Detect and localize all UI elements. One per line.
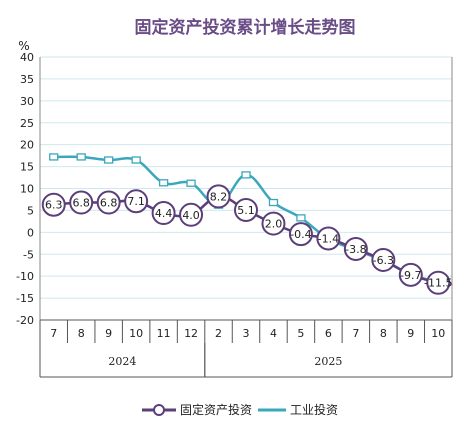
data-label-fixed-asset: -9.7	[400, 269, 421, 282]
x-tick-label: 6	[325, 327, 332, 340]
y-axis: -20 -15 -10 -5 0 5 10 15 20 25 30 35 40	[16, 51, 41, 327]
series-markers: 6.3 6.8 6.8 7.14.4 4.08.25.12.0-0.4 -1.4-3.8-…	[41, 153, 453, 295]
data-label-fixed-asset: 2.0	[265, 218, 283, 231]
marker-fixed-asset	[316, 226, 341, 251]
marker-fixed-asset	[261, 211, 286, 236]
y-tick-label: 25	[20, 117, 34, 130]
y-tick-label: -10	[16, 270, 34, 283]
x-tick-label: 3	[243, 327, 250, 340]
marker-industrial	[241, 171, 251, 179]
marker-fixed-asset	[151, 201, 176, 226]
x-tick-label: 4	[270, 327, 277, 340]
x-tick-label: 10	[129, 327, 143, 340]
x-tick-label: 8	[78, 327, 85, 340]
y-axis-unit: %	[18, 39, 29, 53]
data-label-fixed-asset: 5.1	[237, 204, 255, 217]
y-tick-label: 0	[27, 226, 34, 239]
x-tick-label: 2	[215, 327, 222, 340]
data-label-fixed-asset: -0.4	[290, 228, 311, 241]
x-tick-label: 12	[184, 327, 198, 340]
marker-fixed-asset	[234, 197, 258, 222]
data-label-fixed-asset: -1.4	[318, 232, 339, 245]
x-tick-label: 7	[352, 327, 359, 340]
y-tick-label: 40	[20, 51, 34, 64]
y-tick-label: -15	[16, 292, 34, 305]
y-tick-label: 20	[20, 139, 34, 152]
x-tick-label: 9	[407, 327, 414, 340]
y-tick-label: 15	[20, 161, 34, 174]
marker-fixed-asset	[206, 184, 231, 209]
data-label-fixed-asset: 7.1	[127, 195, 145, 208]
y-tick-label: -20	[16, 314, 34, 327]
legend-label-industrial: 工业投资	[290, 402, 338, 417]
marker-industrial	[268, 198, 279, 207]
marker-fixed-asset	[179, 202, 204, 227]
marker-industrial	[158, 179, 169, 187]
x-tick-label: 7	[50, 327, 57, 340]
data-label-fixed-asset: 4.0	[182, 209, 200, 222]
x-tick-label: 5	[297, 327, 304, 340]
marker-fixed-asset	[398, 262, 423, 287]
x-axis: 7 8 9 10 11 12 2 3 4 5 6 7 8 9 10 2024 2025	[39, 57, 453, 378]
data-label-fixed-asset: -11.5	[424, 277, 452, 290]
legend-marker-fixed-asset	[153, 404, 165, 416]
marker-fixed-asset	[426, 270, 451, 295]
marker-industrial	[131, 156, 141, 164]
data-label-fixed-asset: 6.3	[45, 199, 63, 212]
legend: 固定资产投资 工业投资	[142, 402, 338, 417]
y-tick-label: -5	[23, 248, 34, 261]
data-label-fixed-asset: 4.4	[155, 207, 173, 220]
marker-fixed-asset	[343, 236, 368, 261]
marker-fixed-asset	[288, 222, 313, 247]
y-tick-label: 10	[20, 183, 34, 196]
x-tick-label: 9	[105, 327, 112, 340]
data-label-fixed-asset: 8.2	[210, 190, 228, 203]
year-label: 2025	[314, 355, 342, 368]
data-label-fixed-asset: -3.8	[345, 243, 366, 256]
y-tick-label: 30	[20, 95, 34, 108]
data-label-fixed-asset: 6.8	[72, 197, 90, 210]
marker-fixed-asset	[96, 190, 121, 215]
marker-fixed-asset	[124, 189, 149, 214]
marker-fixed-asset	[371, 247, 396, 272]
y-tick-label: 35	[20, 73, 34, 86]
year-label: 2024	[108, 355, 136, 368]
marker-industrial	[296, 214, 306, 222]
marker-industrial	[49, 153, 59, 161]
x-tick-label: 8	[380, 327, 387, 340]
marker-industrial	[104, 156, 114, 164]
data-label-fixed-asset: 6.8	[100, 197, 118, 210]
legend-label-fixed-asset: 固定资产投资	[180, 402, 252, 417]
marker-industrial	[76, 153, 86, 161]
marker-industrial	[186, 179, 196, 187]
data-label-fixed-asset: -6.3	[373, 254, 394, 267]
marker-fixed-asset	[41, 192, 66, 217]
marker-fixed-asset	[69, 190, 94, 215]
x-tick-label: 11	[157, 327, 171, 340]
y-tick-label: 5	[27, 204, 34, 217]
chart-title: 固定资产投资累计增长走势图	[135, 17, 356, 38]
x-tick-label: 10	[431, 327, 445, 340]
